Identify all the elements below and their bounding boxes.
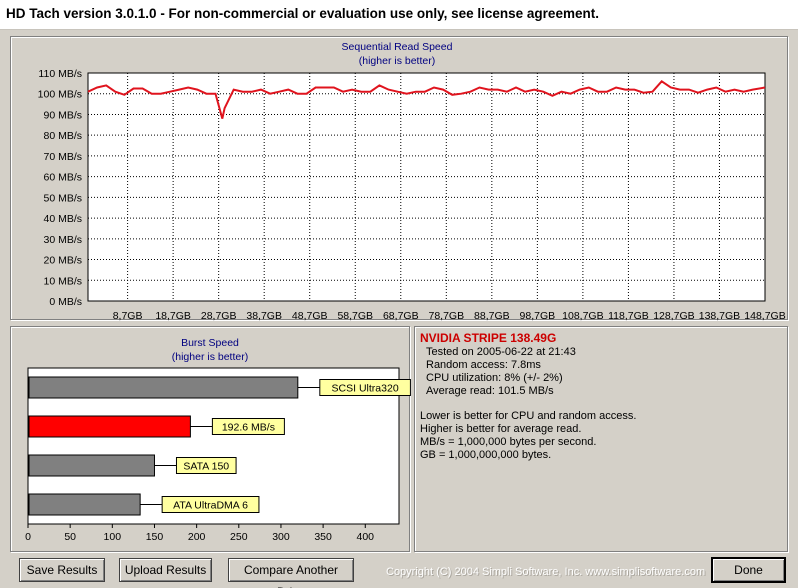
note-higher-better: Higher is better for average read. bbox=[420, 423, 582, 435]
title-bar: HD Tach version 3.0.1.0 - For non-commer… bbox=[0, 0, 798, 30]
burst-x-tick-label: 200 bbox=[188, 531, 206, 543]
x-tick-label: 128,7GB bbox=[653, 310, 694, 322]
burst-x-tick-label: 150 bbox=[146, 531, 164, 543]
bar-label: ATA UltraDMA 6 bbox=[173, 500, 248, 512]
bar-label-box bbox=[211, 418, 285, 435]
burst-bar bbox=[28, 415, 191, 438]
compare-another-drive-button[interactable]: Compare Another Drive bbox=[228, 558, 354, 588]
compare-another-drive-label: Compare Another Drive bbox=[243, 563, 339, 588]
window-title: HD Tach version 3.0.1.0 - For non-commer… bbox=[6, 6, 599, 21]
y-tick-label: 60 MB/s bbox=[43, 172, 82, 184]
x-tick-label: 148,7GB bbox=[744, 310, 785, 322]
y-tick-label: 30 MB/s bbox=[43, 234, 82, 246]
burst-bar bbox=[28, 454, 155, 477]
sequential-plot-area bbox=[88, 73, 765, 301]
note-mbs-definition: MB/s = 1,000,000 bytes per second. bbox=[420, 436, 597, 448]
tested-on: Tested on 2005-06-22 at 21:43 bbox=[426, 346, 576, 358]
burst-x-tick-label: 400 bbox=[357, 531, 375, 543]
x-tick-label: 78,7GB bbox=[428, 310, 464, 322]
done-button[interactable]: Done bbox=[711, 557, 786, 583]
y-tick-label: 80 MB/s bbox=[43, 130, 82, 142]
burst-x-tick-label: 50 bbox=[64, 531, 76, 543]
read-speed-series-line bbox=[87, 79, 766, 119]
bar-label-box bbox=[319, 379, 411, 396]
y-tick-label: 0 MB/s bbox=[49, 296, 82, 308]
x-tick-label: 28,7GB bbox=[201, 310, 237, 322]
y-tick-label: 110 MB/s bbox=[38, 68, 82, 80]
y-tick-label: 100 MB/s bbox=[38, 89, 82, 101]
y-tick-label: 20 MB/s bbox=[43, 255, 82, 267]
x-tick-label: 108,7GB bbox=[562, 310, 603, 322]
x-tick-label: 88,7GB bbox=[474, 310, 510, 322]
y-tick-label: 50 MB/s bbox=[43, 192, 82, 204]
x-tick-label: 138,7GB bbox=[699, 310, 740, 322]
cpu-utilization: CPU utilization: 8% (+/- 2%) bbox=[426, 372, 563, 384]
save-results-button[interactable]: Save Results bbox=[19, 558, 105, 582]
note-gb-definition: GB = 1,000,000,000 bytes. bbox=[420, 449, 552, 461]
bar-label-box bbox=[175, 457, 237, 474]
x-tick-label: 68,7GB bbox=[383, 310, 419, 322]
save-results-label: Save Results bbox=[26, 563, 98, 577]
x-tick-label: 18,7GB bbox=[155, 310, 191, 322]
burst-x-tick-label: 250 bbox=[230, 531, 248, 543]
burst-chart-subtitle: (higher is better) bbox=[172, 351, 248, 363]
upload-results-button[interactable]: Upload Results bbox=[119, 558, 212, 582]
results-info-panel bbox=[414, 326, 788, 552]
sequential-chart-subtitle: (higher is better) bbox=[359, 55, 435, 67]
bar-label: SCSI Ultra320 bbox=[332, 383, 399, 395]
burst-bar bbox=[28, 493, 141, 516]
x-tick-label: 58,7GB bbox=[337, 310, 373, 322]
burst-chart-title: Burst Speed bbox=[181, 337, 239, 349]
x-tick-label: 38,7GB bbox=[246, 310, 282, 322]
burst-x-tick-label: 350 bbox=[314, 531, 332, 543]
copyright-text: Copyright (C) 2004 Simpli Software, Inc.… bbox=[386, 566, 706, 578]
y-tick-label: 40 MB/s bbox=[43, 213, 82, 225]
x-tick-label: 8,7GB bbox=[113, 310, 143, 322]
sequential-plot-border bbox=[87, 72, 766, 302]
burst-bar bbox=[28, 376, 299, 399]
x-tick-label: 98,7GB bbox=[520, 310, 556, 322]
bar-label: SATA 150 bbox=[183, 461, 229, 473]
x-tick-label: 48,7GB bbox=[292, 310, 328, 322]
burst-x-tick-label: 300 bbox=[272, 531, 290, 543]
sequential-chart-title: Sequential Read Speed bbox=[342, 41, 453, 53]
y-tick-label: 10 MB/s bbox=[43, 275, 82, 287]
drive-name: NVIDIA STRIPE 138.49G bbox=[420, 331, 557, 345]
random-access: Random access: 7.8ms bbox=[426, 359, 541, 371]
done-label: Done bbox=[734, 563, 763, 577]
note-lower-better: Lower is better for CPU and random acces… bbox=[420, 410, 637, 422]
y-tick-label: 70 MB/s bbox=[43, 151, 82, 163]
burst-x-tick-label: 100 bbox=[104, 531, 122, 543]
upload-results-label: Upload Results bbox=[124, 563, 207, 577]
bar-label: 192.6 MB/s bbox=[222, 422, 275, 434]
average-read: Average read: 101.5 MB/s bbox=[426, 385, 554, 397]
burst-x-tick-label: 0 bbox=[25, 531, 31, 543]
bar-label-box bbox=[161, 496, 260, 513]
x-tick-label: 118,7GB bbox=[608, 310, 649, 322]
y-tick-label: 90 MB/s bbox=[43, 109, 82, 121]
